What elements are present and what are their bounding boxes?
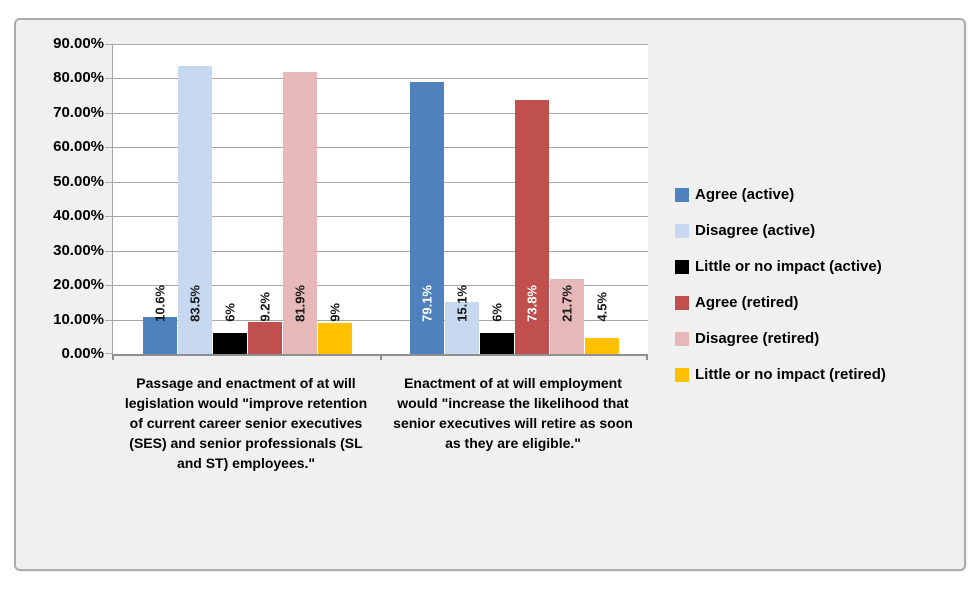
gridline [113,251,648,252]
y-axis-label: 80.00% [53,69,104,86]
y-axis-tick [105,216,113,217]
legend-label: Agree (retired) [695,294,799,311]
data-label: 73.8% [524,285,540,322]
bar-slot: 21.7% [550,44,584,354]
legend-item: Agree (active) [675,186,886,203]
bar [143,317,177,354]
gridline [113,78,648,79]
chart-frame: 90.00% 80.00% 70.00% 60.00% 50.00% 40.00% 30.0… [14,18,966,571]
bar-slot: 6% [480,44,514,354]
y-axis-label: 70.00% [53,104,104,121]
bar-group: 79.1% 15.1% 6% 73.8% 21.7% 4.5% [410,44,620,354]
legend-swatch-icon [675,223,689,238]
y-axis-tick [105,78,113,79]
y-axis-tick [105,113,113,114]
bar [585,338,619,354]
x-axis-tick [380,354,382,360]
bar-slot: 9% [318,44,352,354]
data-label: 79.1% [419,285,435,322]
gridline [113,320,648,321]
y-axis-tick [105,251,113,252]
legend-label: Disagree (active) [695,222,816,239]
gridline [113,44,648,45]
bar-slot: 9.2% [248,44,282,354]
data-label: 9% [327,303,343,322]
legend-label: Agree (active) [695,186,795,203]
bar [445,302,479,354]
data-label: 81.9% [292,285,308,322]
bar-slot: 81.9% [283,44,317,354]
legend-label: Little or no impact (retired) [695,366,886,383]
data-label: 83.5% [187,285,203,322]
y-axis: 90.00% 80.00% 70.00% 60.00% 50.00% 40.00% 30.0… [16,35,104,362]
y-axis-tick [105,353,113,354]
y-axis-label: 90.00% [53,35,104,52]
bar [515,100,549,354]
legend-swatch-icon [675,187,689,202]
bar-slot: 73.8% [515,44,549,354]
data-label: 15.1% [454,285,470,322]
legend: Agree (active) Disagree (active) Little or… [675,186,886,383]
x-axis-tick [646,354,648,360]
bar-slot: 79.1% [410,44,444,354]
y-axis-label: 0.00% [61,345,104,362]
x-axis-tick [112,354,114,360]
plot-area: 10.6% 83.5% 6% 9.2% 81.9% 9% 79.1% 15.1% 6% 73.8%… [105,44,648,360]
bar [248,322,282,354]
y-axis-tick [105,285,113,286]
y-axis-label: 40.00% [53,207,104,224]
bar [178,66,212,354]
bar-slot: 83.5% [178,44,212,354]
gridline [113,147,648,148]
gridline [113,216,648,217]
bar-slot: 4.5% [585,44,619,354]
y-axis-label: 30.00% [53,242,104,259]
data-label: 10.6% [152,285,168,322]
bar [213,333,247,354]
y-axis-tick [105,320,113,321]
bar-slot: 15.1% [445,44,479,354]
gridline [113,182,648,183]
legend-label: Disagree (retired) [695,330,820,347]
y-axis-label: 50.00% [53,173,104,190]
bar-slot: 10.6% [143,44,177,354]
legend-item: Little or no impact (retired) [675,366,886,383]
data-label: 6% [489,303,505,322]
legend-item: Little or no impact (active) [675,258,886,275]
y-axis-tick [105,182,113,183]
data-label: 6% [222,303,238,322]
legend-swatch-icon [675,331,689,346]
legend-item: Disagree (active) [675,222,886,239]
bar [283,72,317,354]
data-label: 9.2% [257,292,273,322]
gridline [113,285,648,286]
legend-item: Disagree (retired) [675,330,886,347]
data-label: 21.7% [559,285,575,322]
legend-item: Agree (retired) [675,294,886,311]
y-axis-label: 20.00% [53,276,104,293]
y-axis-tick [105,44,113,45]
bar [480,333,514,354]
y-axis-tick [105,147,113,148]
bar [550,279,584,354]
category-label: Passage and enactment of at will legisla… [124,375,368,471]
legend-swatch-icon [675,367,689,382]
bar [318,323,352,354]
category-label: Enactment of at will employment would "i… [393,375,633,451]
legend-label: Little or no impact (active) [695,258,882,275]
y-axis-label: 60.00% [53,138,104,155]
data-label: 4.5% [594,292,610,322]
bar [410,82,444,354]
y-axis-label: 10.00% [53,311,104,328]
legend-swatch-icon [675,259,689,274]
gridline [113,113,648,114]
legend-swatch-icon [675,295,689,310]
bar-slot: 6% [213,44,247,354]
bar-group: 10.6% 83.5% 6% 9.2% 81.9% 9% [143,44,353,354]
